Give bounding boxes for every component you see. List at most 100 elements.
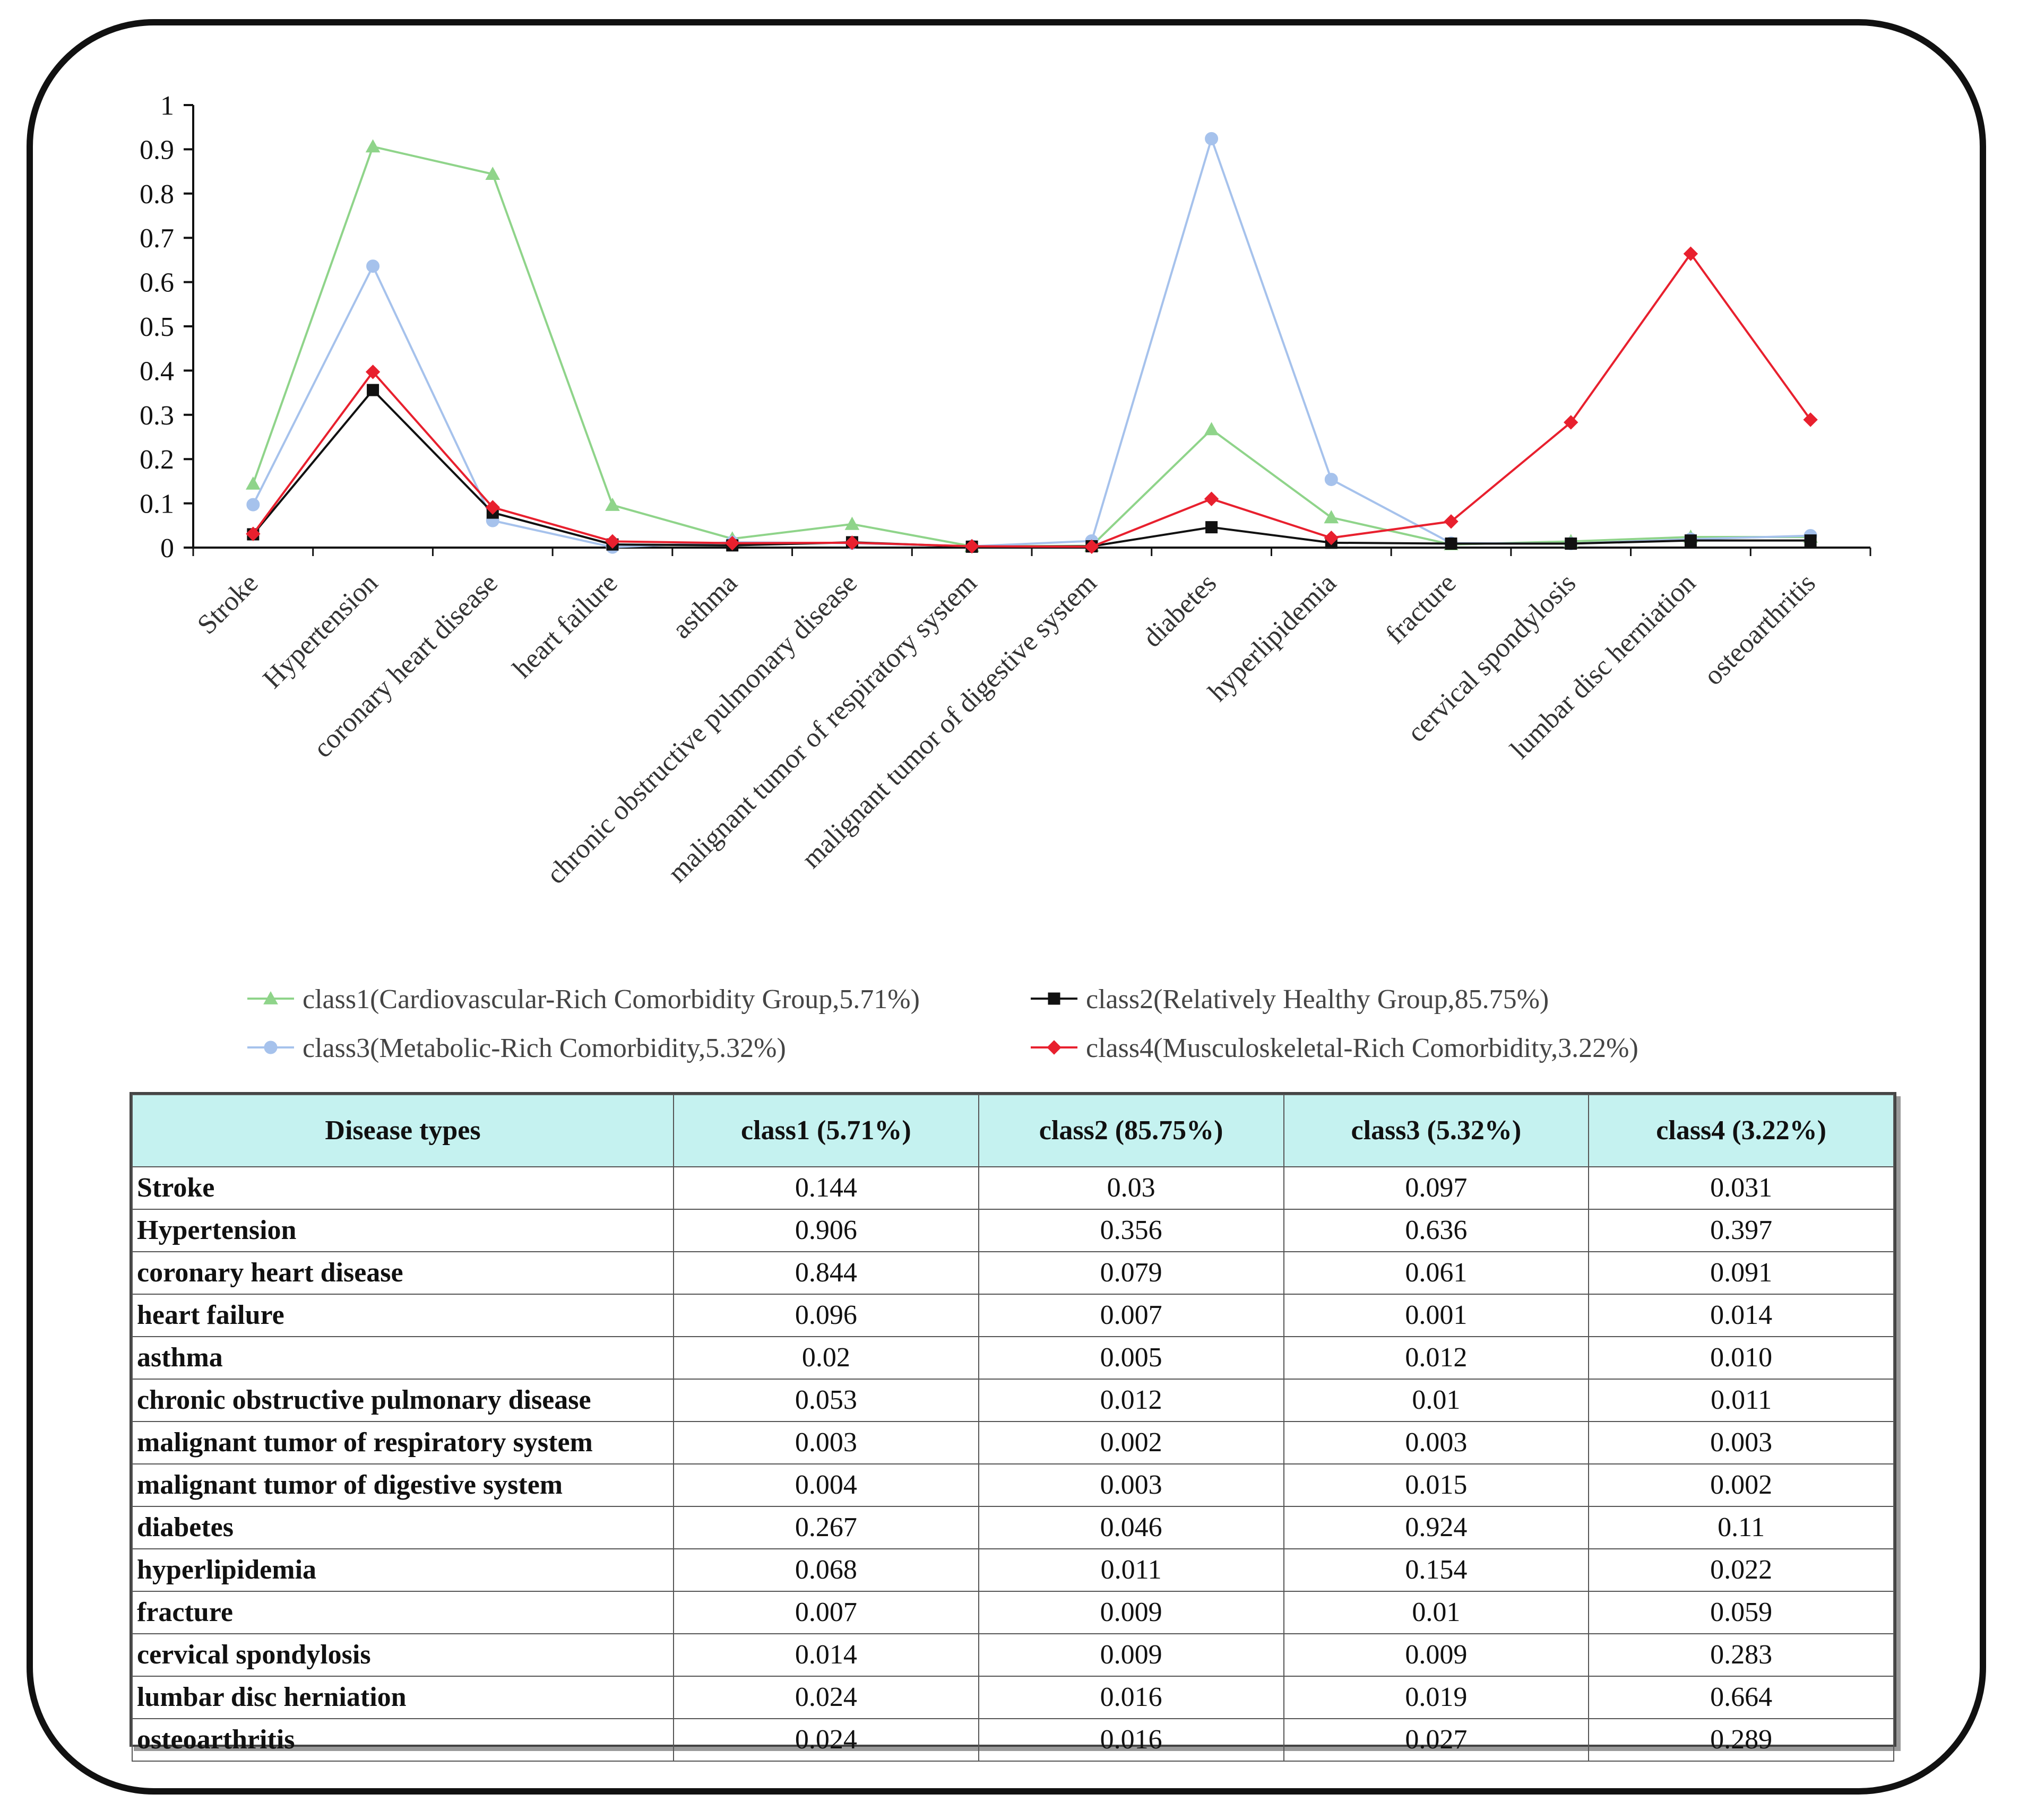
x-tick-label: heart failure	[507, 568, 624, 684]
value-cell: 0.144	[673, 1166, 979, 1210]
x-tick-label: asthma	[667, 568, 743, 644]
x-tick-label: Hypertension	[257, 568, 384, 694]
value-cell: 0.289	[1588, 1718, 1894, 1762]
legend-label: class4(Musculoskeletal-Rich Comorbidity,…	[1086, 1033, 1638, 1063]
data-point	[1804, 534, 1817, 547]
value-cell: 0.003	[673, 1421, 979, 1464]
data-point	[1205, 132, 1219, 145]
data-point	[1204, 491, 1219, 506]
value-cell: 0.844	[673, 1251, 979, 1295]
table-row: coronary heart disease 0.844 0.079 0.061 0.0…	[132, 1251, 1894, 1295]
legend-marker	[263, 991, 278, 1004]
series-class3	[246, 132, 1817, 554]
table-row: diabetes 0.267 0.046 0.924 0.11	[132, 1506, 1894, 1549]
table-row: chronic obstructive pulmonary disease 0.0…	[132, 1379, 1894, 1422]
value-cell: 0.267	[673, 1506, 979, 1549]
data-point	[246, 498, 260, 512]
value-cell: 0.283	[1588, 1633, 1894, 1677]
data-point	[1683, 246, 1698, 261]
value-cell: 0.061	[1283, 1251, 1590, 1295]
value-cell: 0.003	[1283, 1421, 1590, 1464]
data-point	[964, 539, 979, 554]
disease-name-cell: Stroke	[132, 1166, 674, 1210]
table-row: hyperlipidemia 0.068 0.011 0.154 0.022	[132, 1548, 1894, 1592]
table-row: cervical spondylosis 0.014 0.009 0.009 0.283	[132, 1633, 1894, 1677]
data-point	[485, 500, 500, 515]
series-class4	[246, 246, 1818, 554]
y-tick-label: 0.6	[140, 268, 174, 298]
value-cell: 0.011	[978, 1548, 1284, 1592]
legend-label: class3(Metabolic-Rich Comorbidity,5.32%)	[303, 1033, 786, 1063]
table-row: Stroke 0.144 0.03 0.097 0.031	[132, 1166, 1894, 1210]
data-point	[1084, 539, 1099, 554]
x-tick-label: Stroke	[192, 568, 264, 640]
series-line	[252, 145, 1811, 548]
y-tick-label: 0.8	[140, 179, 174, 210]
data-point	[1324, 473, 1338, 487]
disease-name-cell: hyperlipidemia	[132, 1548, 674, 1592]
data-point	[1204, 422, 1219, 436]
value-cell: 0.001	[1283, 1294, 1590, 1337]
disease-name-cell: fracture	[132, 1591, 674, 1634]
disease-name-cell: chronic obstructive pulmonary disease	[132, 1379, 674, 1422]
value-cell: 0.636	[1283, 1209, 1590, 1252]
value-cell: 0.003	[1588, 1421, 1894, 1464]
y-tick-label: 0.7	[140, 223, 174, 254]
legend-label: class1(Cardiovascular-Rich Comorbidity G…	[303, 984, 920, 1015]
data-point	[485, 167, 501, 180]
disease-name-cell: asthma	[132, 1336, 674, 1380]
x-tick-label: hyperlipidemia	[1203, 568, 1342, 707]
chart-legend: class1(Cardiovascular-Rich Comorbidity G…	[247, 984, 1638, 1063]
data-point	[605, 497, 620, 511]
data-point	[367, 384, 379, 396]
value-cell: 0.019	[1283, 1676, 1590, 1719]
value-cell: 0.068	[673, 1548, 979, 1592]
value-cell: 0.003	[978, 1463, 1284, 1507]
legend-item-class1: class1(Cardiovascular-Rich Comorbidity G…	[247, 984, 920, 1015]
value-cell: 0.009	[978, 1591, 1284, 1634]
value-cell: 0.079	[978, 1251, 1284, 1295]
data-point	[246, 526, 261, 541]
value-cell: 0.004	[673, 1463, 979, 1507]
value-cell: 0.906	[673, 1209, 979, 1252]
value-cell: 0.031	[1588, 1166, 1894, 1210]
value-cell: 0.059	[1588, 1591, 1894, 1634]
data-point	[1444, 514, 1459, 529]
data-point	[1324, 510, 1339, 524]
value-cell: 0.096	[673, 1294, 979, 1337]
disease-name-cell: Hypertension	[132, 1209, 674, 1252]
table-row: asthma 0.02 0.005 0.012 0.010	[132, 1336, 1894, 1380]
disease-name-cell: cervical spondylosis	[132, 1633, 674, 1677]
value-cell: 0.046	[978, 1506, 1284, 1549]
y-tick-label: 0.5	[140, 312, 174, 342]
value-cell: 0.097	[1283, 1166, 1590, 1210]
table-row: heart failure 0.096 0.007 0.001 0.014	[132, 1294, 1894, 1337]
disease-name-cell: osteoarthritis	[132, 1718, 674, 1762]
header-class4: class4 (3.22%)	[1588, 1094, 1894, 1167]
data-point	[1684, 534, 1697, 547]
value-cell: 0.024	[673, 1676, 979, 1719]
data-table: Disease types class1 (5.71%) class2 (85.…	[130, 1092, 1896, 1762]
y-tick-label: 0.4	[140, 356, 174, 386]
value-cell: 0.01	[1283, 1591, 1590, 1634]
x-tick-label: fracture	[1380, 568, 1462, 650]
legend-item-class4: class4(Musculoskeletal-Rich Comorbidity,…	[1031, 1033, 1638, 1063]
y-tick-label: 0.1	[140, 489, 174, 519]
value-cell: 0.016	[978, 1718, 1284, 1762]
data-point	[246, 476, 261, 490]
series-line	[252, 252, 1811, 548]
chart-axes: 0 0.1 0.2 0.3 0.4 0.5 0.6 0.7 0.8 0.9 1 StrokeHyper…	[140, 91, 1871, 890]
data-point	[1564, 415, 1578, 430]
table-body: Stroke 0.144 0.03 0.097 0.031 Hypertension 0.9…	[132, 1166, 1894, 1762]
value-cell: 0.356	[978, 1209, 1284, 1252]
data-point	[1445, 537, 1457, 550]
disease-name-cell: heart failure	[132, 1294, 674, 1337]
value-cell: 0.002	[1588, 1463, 1894, 1507]
y-tick-label: 0.9	[140, 135, 174, 165]
data-point	[365, 139, 381, 153]
y-tick-label: 1	[160, 91, 174, 121]
value-cell: 0.022	[1588, 1548, 1894, 1592]
value-cell: 0.005	[978, 1336, 1284, 1380]
data-point	[365, 365, 381, 379]
data-point	[725, 535, 740, 551]
